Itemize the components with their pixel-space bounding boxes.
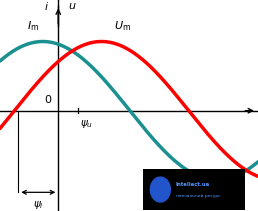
- Text: Intellect.ua: Intellect.ua: [176, 181, 210, 187]
- Text: навчальний ресурс: навчальний ресурс: [176, 195, 220, 199]
- Text: $0$: $0$: [44, 93, 53, 105]
- Circle shape: [150, 177, 170, 202]
- Text: $u$: $u$: [68, 1, 77, 11]
- Text: $i$: $i$: [44, 0, 49, 12]
- Text: $\psi_u$: $\psi_u$: [80, 118, 93, 130]
- FancyBboxPatch shape: [143, 169, 245, 210]
- Text: $I_{\rm m}$: $I_{\rm m}$: [27, 19, 39, 32]
- Text: $U_{\rm m}$: $U_{\rm m}$: [114, 19, 131, 32]
- Text: $\psi_i$: $\psi_i$: [33, 199, 44, 211]
- Text: $i$: $i$: [219, 192, 224, 204]
